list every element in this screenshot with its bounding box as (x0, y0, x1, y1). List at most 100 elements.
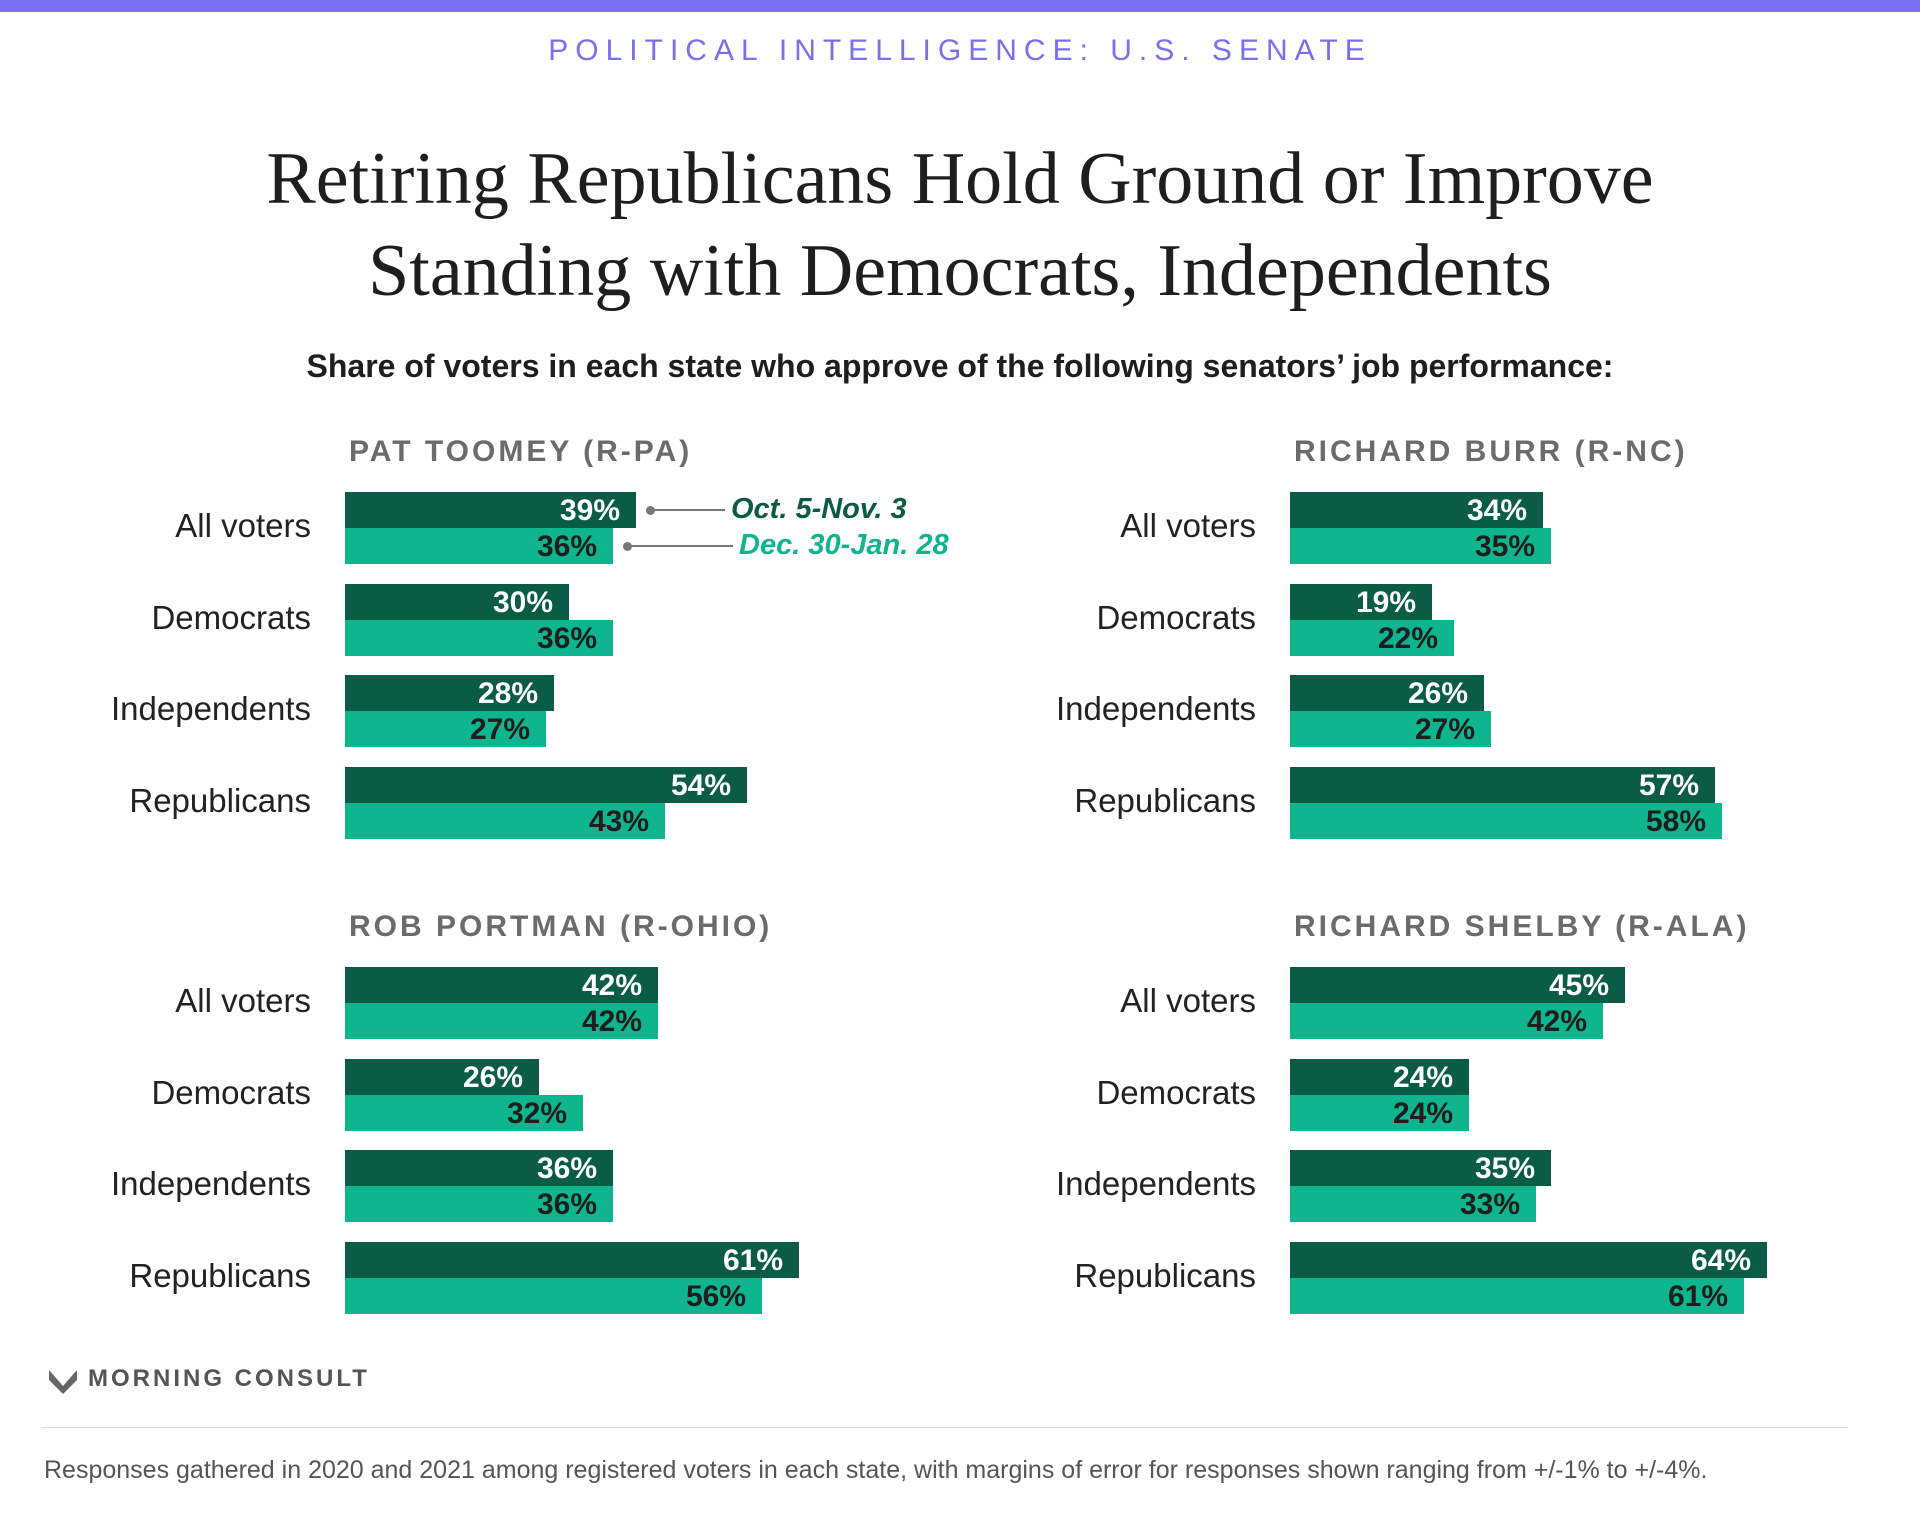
bar-all-voters-series2: 36% (345, 528, 613, 564)
panel-title: RICHARD SHELBY (R-ALA) (1294, 910, 1750, 943)
bar-democrats-series1: 26% (345, 1058, 539, 1095)
bar-all-voters-series1: 42% (345, 967, 658, 1003)
data-label: 26% (462, 1060, 523, 1094)
panel-title: RICHARD BURR (R-NC) (1294, 435, 1688, 468)
legend-label-series1: Oct. 5-Nov. 3 (731, 493, 907, 525)
category-label-republicans: Republicans (1074, 1256, 1256, 1294)
bar-independents-series2: 27% (1290, 711, 1491, 747)
category-label-independents: Independents (1055, 690, 1256, 727)
data-label: 26% (1407, 677, 1468, 710)
bar-democrats-series2: 36% (345, 619, 613, 656)
bar-all-voters-series2: 35% (1290, 528, 1551, 564)
legend-leader-line (631, 545, 733, 547)
bar-independents-series2: 27% (345, 711, 546, 747)
legend-dot-icon (646, 506, 655, 515)
data-label: 33% (1459, 1188, 1520, 1221)
bar-all-voters-series1: 39% (345, 492, 636, 528)
bar-democrats-series1: 24% (1290, 1058, 1469, 1095)
data-label: 27% (469, 713, 530, 746)
data-label: 39% (559, 494, 620, 527)
panel-richard-shelby-r-ala: RICHARD SHELBY (R-ALA) All voters 45% 42% De… (945, 910, 1845, 1330)
data-label: 34% (1466, 494, 1527, 527)
category-label-republicans: Republicans (129, 781, 311, 819)
data-label: 36% (536, 530, 597, 563)
data-label: 35% (1474, 530, 1535, 563)
category-label-all-voters: All voters (1120, 507, 1256, 544)
bar-republicans-series2: 58% (1290, 802, 1722, 839)
category-label-independents: Independents (110, 690, 311, 727)
data-label: 35% (1474, 1152, 1535, 1185)
bar-democrats-series2: 24% (1290, 1094, 1469, 1131)
bar-independents-series1: 28% (345, 675, 554, 711)
data-label: 36% (536, 1188, 597, 1221)
data-label: 54% (670, 768, 731, 802)
category-label-democrats: Democrats (151, 1073, 311, 1111)
bar-republicans-series2: 61% (1290, 1277, 1744, 1314)
data-label: 24% (1392, 1060, 1453, 1094)
category-label-republicans: Republicans (1074, 781, 1256, 819)
data-label: 42% (581, 969, 642, 1002)
bar-democrats-series1: 30% (345, 583, 569, 620)
data-label: 28% (477, 677, 538, 710)
bar-republicans-series2: 56% (345, 1277, 762, 1314)
panel-title: ROB PORTMAN (R-OHIO) (349, 910, 773, 943)
data-label: 42% (1526, 1005, 1587, 1038)
bar-all-voters-series2: 42% (1290, 1003, 1603, 1039)
data-label: 32% (506, 1096, 567, 1130)
panel-pat-toomey-r-pa: PAT TOOMEY (R-PA) All voters 39% 36% Democra… (0, 435, 949, 855)
bar-all-voters-series2: 42% (345, 1003, 658, 1039)
data-label: 57% (1638, 768, 1699, 802)
footer-divider (42, 1427, 1848, 1428)
legend-label-series2: Dec. 30-Jan. 28 (739, 529, 949, 561)
data-label: 30% (492, 585, 553, 619)
data-label: 58% (1645, 804, 1706, 838)
data-label: 36% (536, 621, 597, 655)
data-label: 27% (1414, 713, 1475, 746)
morning-consult-logo-icon (49, 1370, 77, 1394)
category-label-republicans: Republicans (129, 1256, 311, 1294)
bar-independents-series1: 35% (1290, 1150, 1551, 1186)
top-accent-bar (0, 0, 1920, 12)
data-label: 36% (536, 1152, 597, 1185)
chart-subtitle: Share of voters in each state who approv… (306, 348, 1614, 384)
panel-title: PAT TOOMEY (R-PA) (349, 435, 693, 468)
bar-democrats-series1: 19% (1290, 583, 1432, 620)
legend-leader-line (654, 509, 725, 511)
category-label-democrats: Democrats (1096, 598, 1256, 636)
bar-democrats-series2: 22% (1290, 619, 1454, 656)
bar-all-voters-series1: 45% (1290, 967, 1625, 1003)
category-label-all-voters: All voters (1120, 982, 1256, 1019)
category-label-all-voters: All voters (175, 982, 311, 1019)
category-label-democrats: Democrats (151, 598, 311, 636)
data-label: 56% (685, 1279, 746, 1313)
data-label: 22% (1377, 621, 1438, 655)
data-label: 64% (1690, 1243, 1751, 1277)
bar-democrats-series2: 32% (345, 1094, 583, 1131)
chart-title: Retiring Republicans Hold Ground or Impr… (266, 138, 1654, 312)
bar-independents-series2: 36% (345, 1186, 613, 1222)
bar-all-voters-series1: 34% (1290, 492, 1543, 528)
legend-dot-icon (623, 542, 632, 551)
bar-republicans-series1: 54% (345, 766, 747, 803)
data-label: 61% (1667, 1279, 1728, 1313)
data-label: 45% (1548, 969, 1609, 1002)
category-label-independents: Independents (110, 1165, 311, 1202)
bar-republicans-series2: 43% (345, 802, 665, 839)
bar-republicans-series1: 61% (345, 1241, 799, 1278)
data-label: 42% (581, 1005, 642, 1038)
panel-richard-burr-r-nc: RICHARD BURR (R-NC) All voters 34% 35% Democ… (945, 435, 1845, 855)
bar-independents-series2: 33% (1290, 1186, 1536, 1222)
category-label-democrats: Democrats (1096, 1073, 1256, 1111)
bar-independents-series1: 36% (345, 1150, 613, 1186)
category-label-independents: Independents (1055, 1165, 1256, 1202)
bar-independents-series1: 26% (1290, 675, 1484, 711)
panel-rob-portman-r-ohio: ROB PORTMAN (R-OHIO) All voters 42% 42% Demo… (0, 910, 900, 1330)
category-label-all-voters: All voters (175, 507, 311, 544)
data-label: 61% (722, 1243, 783, 1277)
bar-republicans-series1: 57% (1290, 766, 1715, 803)
data-label: 43% (588, 804, 649, 838)
kicker: POLITICAL INTELLIGENCE: U.S. SENATE (548, 34, 1372, 67)
brand-name: MORNING CONSULT (88, 1365, 370, 1392)
bar-republicans-series1: 64% (1290, 1241, 1767, 1278)
footnote: Responses gathered in 2020 and 2021 amon… (44, 1456, 1708, 1484)
